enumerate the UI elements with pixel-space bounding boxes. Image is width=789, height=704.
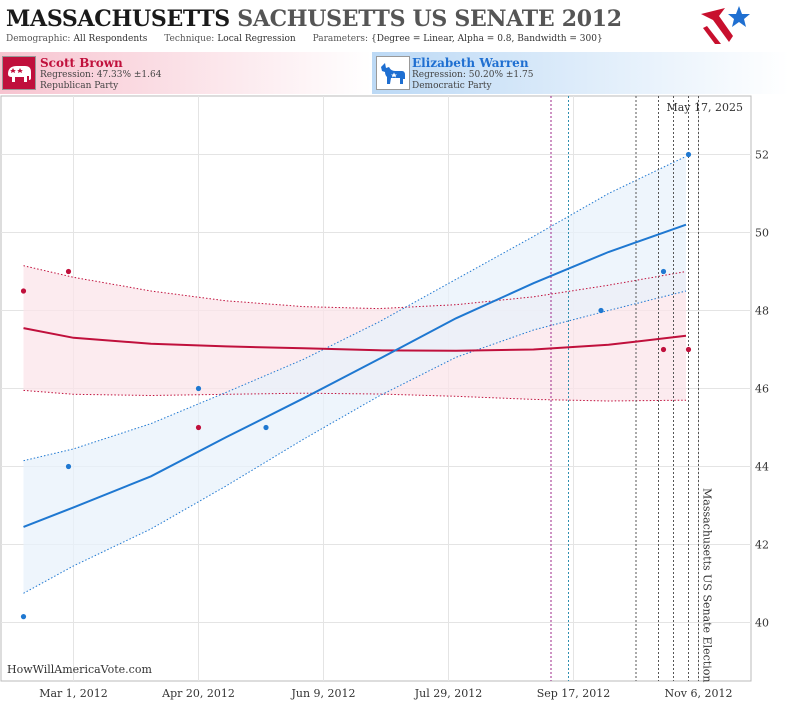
y-tick-label-44: 44 bbox=[755, 461, 769, 474]
x-tick-label-2: Jun 9, 2012 bbox=[290, 687, 355, 700]
y-tick-label-48: 48 bbox=[755, 305, 769, 318]
watermark: HowWillAmericaVote.com bbox=[7, 663, 152, 676]
regression-chart: 40 42 44 46 48 50 52 Mar 1, 2012 Apr 20, 2012 Jun… bbox=[0, 95, 769, 700]
poll-point-0-0 bbox=[20, 288, 27, 294]
y-tick-label-46: 46 bbox=[755, 383, 769, 396]
poll-point-1-1 bbox=[65, 463, 72, 470]
site-logo-icon bbox=[701, 6, 750, 44]
candidate-panel-democratic: Elizabeth Warren Regression: 50.20% ±1.7… bbox=[372, 52, 789, 94]
elephant-icon bbox=[2, 56, 36, 90]
trend-line-1 bbox=[23, 223, 687, 528]
poll-point-1-5 bbox=[660, 268, 667, 275]
x-tick-label-3: Jul 29, 2012 bbox=[414, 687, 483, 700]
parameters-label: Parameters: bbox=[312, 34, 369, 44]
candidate-panel-republican: Scott Brown Regression: 47.33% ±1.64 Rep… bbox=[0, 52, 372, 94]
lower-bound-line-1 bbox=[23, 290, 687, 594]
y-tick-label-52: 52 bbox=[755, 149, 769, 162]
election-label: Massachusetts US Senate Election bbox=[701, 488, 714, 682]
date-label: May 17, 2025 bbox=[666, 101, 743, 114]
title-race: SACHUSETTS US SENATE bbox=[237, 6, 555, 32]
trend-line-0 bbox=[23, 327, 687, 352]
poll-point-0-1 bbox=[65, 268, 72, 275]
candidate-name-brown: Scott Brown bbox=[40, 56, 123, 70]
confidence-band-1 bbox=[23, 156, 686, 594]
technique-label: Technique: bbox=[164, 34, 215, 44]
poll-point-0-3 bbox=[660, 346, 667, 353]
demographic-label: Demographic: bbox=[6, 34, 71, 44]
y-tick-label-40: 40 bbox=[755, 617, 769, 630]
x-tick-label-5: Nov 6, 2012 bbox=[665, 687, 733, 700]
poll-point-0-4 bbox=[685, 346, 692, 353]
candidate-party-brown: Republican Party bbox=[40, 81, 119, 91]
poll-point-0-2 bbox=[195, 424, 202, 431]
chart-header: MASSACHUSETTS SACHUSETTS US SENATE 2012 … bbox=[0, 0, 789, 52]
poll-point-1-2 bbox=[195, 385, 202, 392]
candidate-regression-brown: Regression: 47.33% ±1.64 bbox=[40, 70, 162, 80]
x-tick-label-1: Apr 20, 2012 bbox=[161, 687, 235, 700]
candidate-name-warren: Elizabeth Warren bbox=[412, 56, 529, 70]
candidate-party-warren: Democratic Party bbox=[412, 81, 492, 91]
donkey-icon bbox=[376, 56, 410, 90]
poll-point-1-0 bbox=[20, 614, 27, 620]
title-state: MASSACHUSETTS bbox=[6, 6, 230, 32]
y-tick-label-50: 50 bbox=[755, 227, 769, 240]
technique-value: Local Regression bbox=[217, 34, 296, 44]
title-year: 2012 bbox=[561, 6, 622, 32]
demographic-value: All Respondents bbox=[73, 34, 148, 44]
lower-bound-line-0 bbox=[23, 389, 687, 402]
candidate-regression-warren: Regression: 50.20% ±1.75 bbox=[412, 70, 534, 80]
poll-point-1-4 bbox=[598, 307, 604, 314]
chart-parameters: Demographic: All Respondents Technique: Lo… bbox=[6, 34, 617, 44]
parameters-value: {Degree = Linear, Alpha = 0.8, Bandwidth… bbox=[371, 34, 603, 44]
x-tick-label-0: Mar 1, 2012 bbox=[39, 687, 108, 700]
chart-title: MASSACHUSETTS SACHUSETTS US SENATE 2012 bbox=[6, 6, 622, 32]
poll-point-1-6 bbox=[685, 151, 692, 158]
y-tick-label-42: 42 bbox=[755, 539, 769, 552]
x-tick-label-4: Sep 17, 2012 bbox=[537, 687, 611, 700]
upper-bound-line-1 bbox=[23, 155, 687, 462]
poll-point-1-3 bbox=[263, 424, 269, 431]
